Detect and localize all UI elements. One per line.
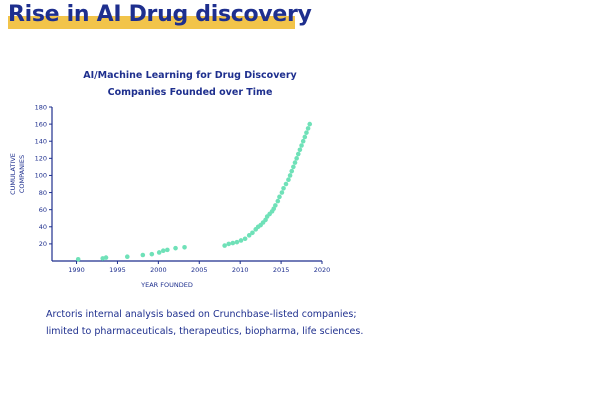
data-point xyxy=(173,245,178,251)
data-point xyxy=(273,203,278,208)
data-point xyxy=(297,147,303,153)
x-tick-label: 1995 xyxy=(109,266,126,274)
x-tick-label: 2000 xyxy=(150,266,167,274)
chart-title-line1: AI/Machine Learning for Drug Discovery xyxy=(83,70,297,81)
data-point xyxy=(182,245,187,250)
data-point xyxy=(302,134,308,140)
source-caption: Arctoris internal analysis based on Crun… xyxy=(46,306,364,340)
data-point xyxy=(294,156,299,161)
data-point xyxy=(222,243,227,248)
data-point xyxy=(295,151,301,157)
data-point xyxy=(292,160,298,165)
data-point xyxy=(279,190,285,195)
data-point xyxy=(156,250,162,255)
data-point xyxy=(226,241,232,247)
data-point xyxy=(275,198,281,204)
x-tick-label: 2020 xyxy=(314,266,331,274)
data-point xyxy=(286,177,291,183)
chart-title-line2: Companies Founded over Time xyxy=(107,87,273,98)
data-point xyxy=(234,239,240,245)
x-tick-label: 2005 xyxy=(191,266,208,274)
data-point xyxy=(238,238,244,243)
data-point xyxy=(271,206,277,212)
y-tick-label: 120 xyxy=(35,155,47,163)
x-tick-label: 2010 xyxy=(232,266,249,274)
data-point xyxy=(291,164,296,170)
data-point xyxy=(289,168,295,174)
data-point xyxy=(242,236,248,242)
x-tick-label: 1990 xyxy=(68,266,85,274)
data-point xyxy=(281,185,286,191)
data-point xyxy=(140,252,146,258)
data-point xyxy=(75,256,81,262)
data-point xyxy=(124,254,130,260)
data-point xyxy=(299,143,304,148)
data-point xyxy=(283,181,289,187)
data-point xyxy=(250,230,255,236)
data-point xyxy=(160,248,166,254)
x-tick-label: 2015 xyxy=(273,266,290,274)
data-point xyxy=(230,240,236,246)
data-point xyxy=(165,247,170,253)
y-tick-label: 80 xyxy=(39,189,47,197)
caption-line2: limited to pharmaceuticals, therapeutics… xyxy=(46,326,364,337)
headline-block: Rise in AI Drug discovery xyxy=(8,2,312,32)
data-point xyxy=(287,173,293,178)
page-title: Rise in AI Drug discovery xyxy=(8,2,312,27)
data-point xyxy=(304,130,309,135)
y-tick-label: 180 xyxy=(35,103,47,111)
y-tick-label: 100 xyxy=(35,172,47,180)
data-point xyxy=(307,121,313,127)
y-axis-label-line1: CUMULATIVE xyxy=(9,153,17,195)
data-point xyxy=(305,126,311,131)
data-point xyxy=(263,217,268,223)
data-point xyxy=(149,251,155,257)
y-axis-label-line2: COMPANIES xyxy=(18,155,26,193)
x-axis-label: YEAR FOUNDED xyxy=(140,281,193,289)
y-tick-label: 140 xyxy=(35,138,47,146)
y-tick-label: 160 xyxy=(35,120,47,128)
y-tick-label: 40 xyxy=(39,223,47,231)
data-point xyxy=(300,138,306,144)
data-point xyxy=(277,194,282,200)
headline-highlight xyxy=(8,16,295,29)
y-tick-label: 60 xyxy=(39,206,47,214)
caption-line1: Arctoris internal analysis based on Crun… xyxy=(46,309,357,320)
data-point xyxy=(246,233,252,238)
y-tick-label: 20 xyxy=(39,240,47,248)
data-point xyxy=(103,255,109,260)
